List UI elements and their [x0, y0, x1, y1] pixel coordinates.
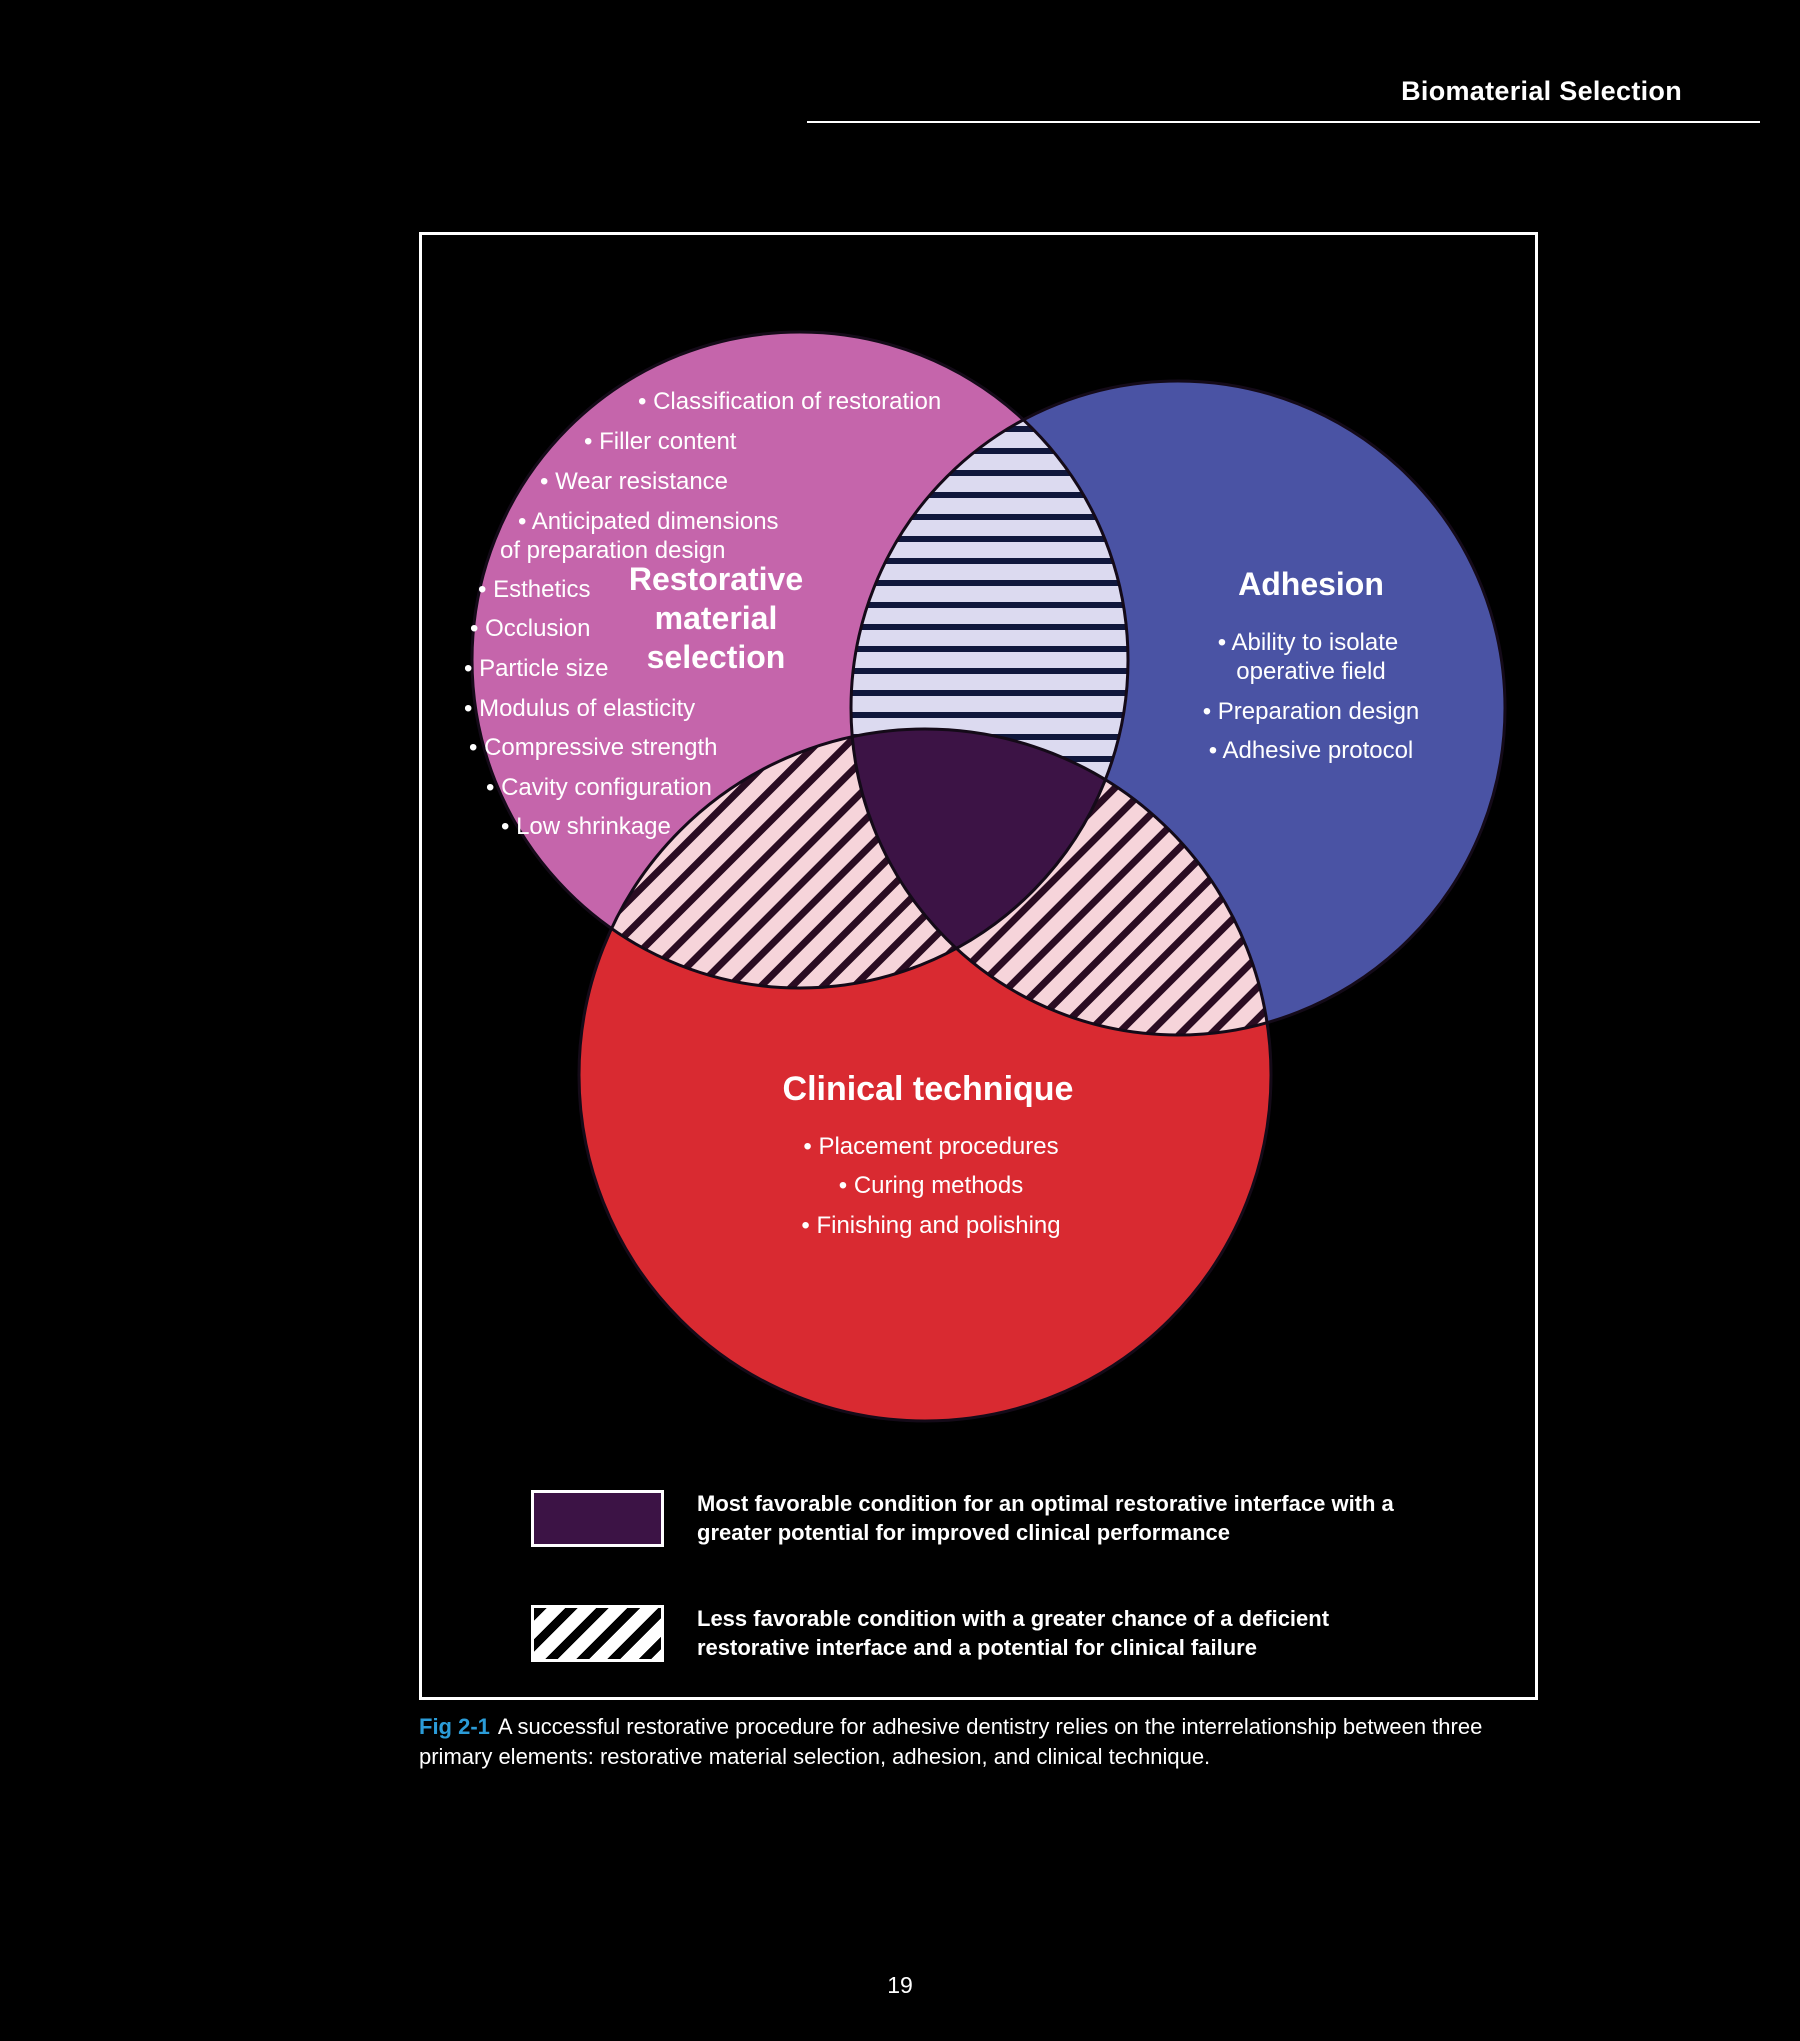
material-item: • Filler content: [584, 428, 737, 455]
clinical-title: Clinical technique: [782, 1070, 1074, 1108]
material-title-line: material: [654, 600, 778, 636]
header-rule: [807, 121, 1760, 123]
adhesion-item: • Adhesive protocol: [1208, 737, 1414, 764]
figure-caption-text: A successful restorative procedure for a…: [419, 1714, 1483, 1769]
adhesion-item: • Ability to isolate: [1217, 629, 1399, 656]
material-title-line: selection: [646, 639, 786, 675]
material-item: • Esthetics: [478, 576, 591, 603]
figure-frame: [419, 232, 1538, 1700]
clinical-item: • Curing methods: [838, 1172, 1024, 1199]
adhesion-item: operative field: [1236, 658, 1386, 685]
material-item: • Compressive strength: [469, 734, 718, 761]
material-circle-outline: [470, 330, 1130, 990]
legend-swatch-favorable: [531, 1490, 664, 1547]
clinical-item: • Finishing and polishing: [801, 1212, 1061, 1239]
material-title: Restorative material selection: [629, 560, 803, 677]
adhesion-circle-outline: [849, 379, 1507, 1037]
clinical-circle-outline: [577, 727, 1273, 1423]
legend-text-favorable: Most favorable condition for an optimal …: [697, 1491, 1394, 1545]
figure-caption: Fig 2-1 A successful restorative procedur…: [419, 1712, 1549, 1772]
adhesion-item: • Preparation design: [1202, 698, 1420, 725]
material-item: • Classification of restoration: [638, 388, 942, 415]
figure-caption-label: Fig 2-1: [419, 1714, 490, 1739]
adhesion-title: Adhesion: [1238, 566, 1384, 602]
adhesion-clinical-overlap: [851, 729, 1271, 1035]
material-item: • Particle size: [464, 655, 609, 682]
page-header-title: Biomaterial Selection: [1401, 76, 1682, 106]
material-item: • Occlusion: [470, 615, 591, 642]
material-title-line: Restorative: [628, 561, 804, 597]
material-item: • Anticipated dimensions: [518, 508, 779, 535]
material-item: of preparation design: [500, 537, 726, 564]
legend-text-less-favorable: Less favorable condition with a greater …: [697, 1606, 1330, 1660]
material-item: • Modulus of elasticity: [464, 695, 696, 722]
material-item: • Cavity configuration: [486, 774, 712, 801]
page-number: 19: [887, 1972, 913, 1998]
clinical-item: • Placement procedures: [803, 1133, 1059, 1160]
material-item: • Wear resistance: [540, 468, 729, 495]
material-item: • Low shrinkage: [501, 813, 671, 840]
legend-swatch-less-favorable: [531, 1605, 664, 1662]
